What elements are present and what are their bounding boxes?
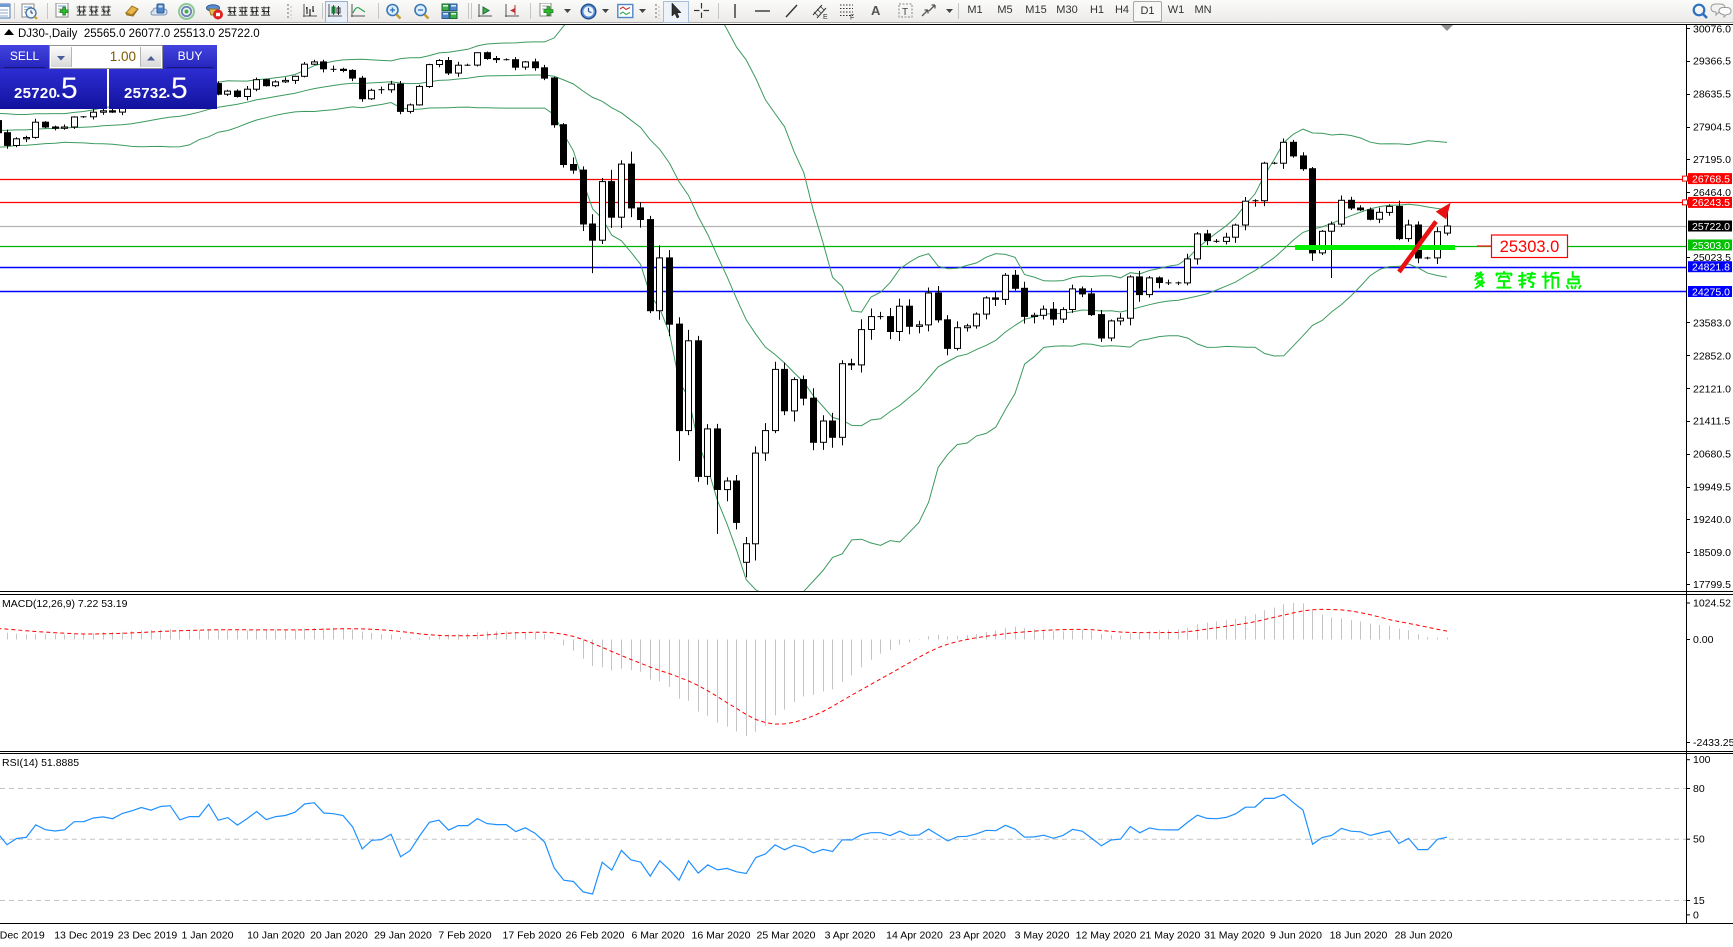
svg-text:23583.0: 23583.0: [1693, 317, 1731, 329]
svg-text:T: T: [902, 7, 908, 18]
svg-text:22121.0: 22121.0: [1693, 383, 1731, 395]
svg-text:27195.0: 27195.0: [1693, 154, 1731, 166]
svg-text:E: E: [823, 14, 828, 20]
svg-text:-2433.25: -2433.25: [1693, 737, 1733, 749]
svg-text:RSI(14) 51.8885: RSI(14) 51.8885: [2, 757, 79, 769]
svg-text:MACD(12,26,9) 7.22 53.19: MACD(12,26,9) 7.22 53.19: [2, 598, 128, 610]
svg-text:25303.0: 25303.0: [1692, 240, 1730, 252]
svg-text:25 Mar 2020: 25 Mar 2020: [757, 930, 816, 942]
svg-text:20 Jan 2020: 20 Jan 2020: [310, 930, 368, 942]
svg-text:20680.5: 20680.5: [1693, 449, 1731, 461]
svg-text:23 Apr 2020: 23 Apr 2020: [949, 930, 1006, 942]
svg-text:3 May 2020: 3 May 2020: [1015, 930, 1070, 942]
svg-text:13 Dec 2019: 13 Dec 2019: [54, 930, 114, 942]
svg-text:100: 100: [1693, 754, 1711, 766]
svg-text:31 May 2020: 31 May 2020: [1204, 930, 1265, 942]
svg-text:25303.0: 25303.0: [1500, 238, 1560, 256]
svg-text:17 Feb 2020: 17 Feb 2020: [503, 930, 562, 942]
svg-text:80: 80: [1693, 783, 1705, 795]
svg-text:18 Jun 2020: 18 Jun 2020: [1330, 930, 1388, 942]
svg-text:19949.5: 19949.5: [1693, 482, 1731, 494]
svg-text:28 Jun 2020: 28 Jun 2020: [1395, 930, 1453, 942]
svg-text:18509.0: 18509.0: [1693, 547, 1731, 559]
svg-text:27904.5: 27904.5: [1693, 122, 1731, 134]
svg-text:28635.5: 28635.5: [1693, 89, 1731, 101]
svg-text:24821.8: 24821.8: [1692, 262, 1730, 274]
svg-text:29366.5: 29366.5: [1693, 56, 1731, 68]
svg-text:25023.5: 25023.5: [1693, 252, 1731, 264]
svg-text:12 May 2020: 12 May 2020: [1076, 930, 1137, 942]
svg-text:16 Mar 2020: 16 Mar 2020: [692, 930, 751, 942]
svg-text:21 May 2020: 21 May 2020: [1140, 930, 1201, 942]
svg-text:DJ30-,Daily 25565.0 26077.0 2: DJ30-,Daily 25565.0 26077.0 25513.0 2572…: [18, 28, 260, 40]
svg-text:50: 50: [1693, 834, 1705, 846]
svg-text:30076.0: 30076.0: [1693, 24, 1731, 36]
svg-text:0: 0: [1693, 909, 1699, 921]
svg-text:F: F: [850, 15, 854, 21]
svg-text:3 Apr 2020: 3 Apr 2020: [825, 930, 876, 942]
svg-text:29 Jan 2020: 29 Jan 2020: [374, 930, 432, 942]
svg-text:0.00: 0.00: [1693, 634, 1714, 646]
svg-text:3 Dec 2019: 3 Dec 2019: [0, 930, 45, 942]
svg-text:10 Jan 2020: 10 Jan 2020: [247, 930, 305, 942]
svg-text:17799.5: 17799.5: [1693, 579, 1731, 591]
svg-text:26768.5: 26768.5: [1692, 173, 1730, 185]
svg-text:26243.5: 26243.5: [1692, 197, 1730, 209]
svg-text:24275.0: 24275.0: [1692, 286, 1730, 298]
svg-text:1 Jan 2020: 1 Jan 2020: [182, 930, 234, 942]
svg-text:22852.0: 22852.0: [1693, 350, 1731, 362]
svg-text:6 Mar 2020: 6 Mar 2020: [631, 930, 684, 942]
svg-text:26 Feb 2020: 26 Feb 2020: [566, 930, 625, 942]
svg-text:14 Apr 2020: 14 Apr 2020: [886, 930, 943, 942]
svg-text:15: 15: [1693, 895, 1705, 907]
svg-text:9 Jun 2020: 9 Jun 2020: [1270, 930, 1322, 942]
svg-text:25722.0: 25722.0: [1692, 221, 1730, 233]
svg-text:7 Feb 2020: 7 Feb 2020: [438, 930, 491, 942]
svg-text:19240.0: 19240.0: [1693, 514, 1731, 526]
svg-text:23 Dec 2019: 23 Dec 2019: [118, 930, 178, 942]
svg-text:21411.5: 21411.5: [1693, 416, 1730, 428]
svg-text:26464.0: 26464.0: [1693, 187, 1731, 199]
svg-text:1024.52: 1024.52: [1693, 598, 1731, 610]
